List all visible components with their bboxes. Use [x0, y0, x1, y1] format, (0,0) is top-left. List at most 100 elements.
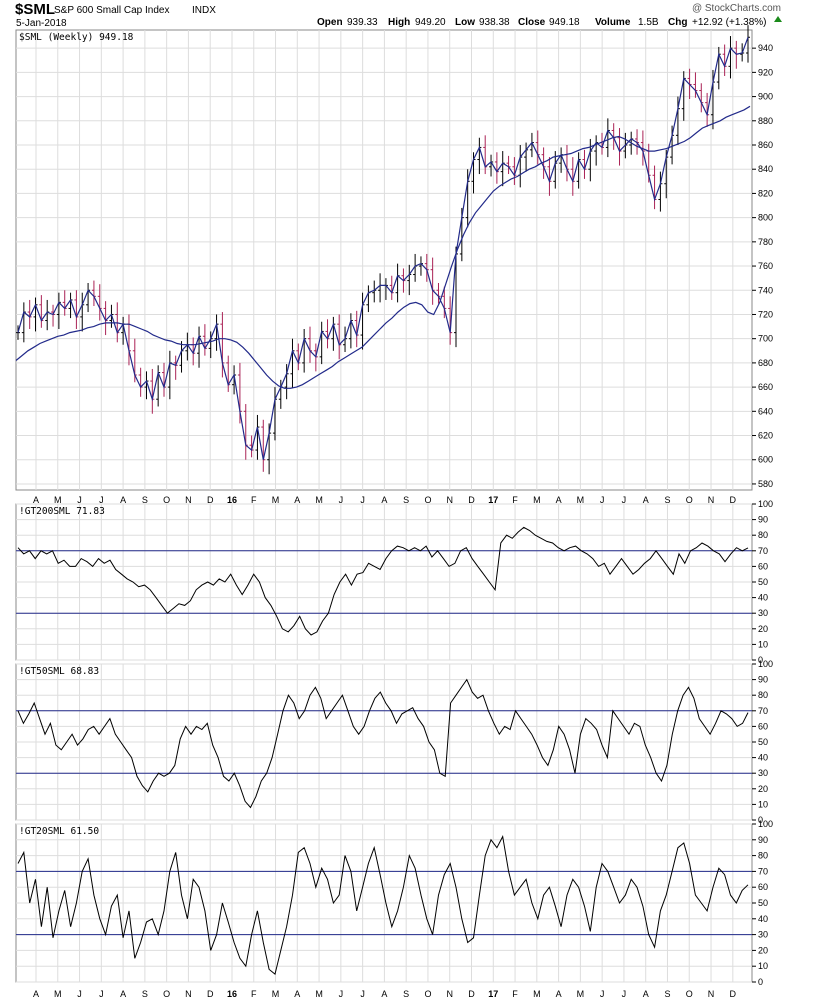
y-tick-label: 800: [758, 213, 773, 223]
x-tick-label: D: [468, 989, 475, 999]
index-name-text: S&P 600 Small Cap Index: [54, 5, 169, 16]
close-label: Close: [518, 17, 546, 28]
y-tick-label: 580: [758, 479, 773, 489]
x-tick-label: N: [446, 989, 453, 999]
y-tick-label: 20: [758, 784, 768, 794]
x-tick-label: M: [54, 989, 62, 999]
x-tick-label: N: [708, 989, 715, 999]
y-tick-label: 780: [758, 237, 773, 247]
x-tick-label: M: [272, 495, 280, 505]
low-label: Low: [455, 17, 475, 28]
indicator-line: [17, 526, 749, 636]
x-tick-label: J: [622, 495, 627, 505]
y-tick-label: 20: [758, 624, 768, 634]
y-tick-label: 80: [758, 851, 768, 861]
y-tick-label: 600: [758, 455, 773, 465]
high-label: High: [388, 17, 410, 28]
y-tick-label: 820: [758, 188, 773, 198]
x-tick-label: S: [664, 495, 670, 505]
y-tick-label: 660: [758, 382, 773, 392]
close-line: [17, 37, 749, 460]
y-tick-label: 10: [758, 961, 768, 971]
x-tick-label: A: [33, 495, 39, 505]
x-tick-label: A: [556, 989, 562, 999]
symbol-text: $SML: [15, 1, 55, 18]
y-tick-label: 90: [758, 835, 768, 845]
x-tick-label: J: [600, 495, 605, 505]
x-tick-label: A: [381, 495, 387, 505]
x-tick-label: S: [664, 989, 670, 999]
y-tick-label: 900: [758, 92, 773, 102]
x-tick-label: J: [99, 989, 104, 999]
x-tick-label: J: [77, 495, 82, 505]
x-tick-label: S: [142, 495, 148, 505]
indicator-line: [17, 835, 749, 975]
chart-panel-1: 0 10 20 30 40 50 60 70 80 90 100 !GT200SML 71.83: [15, 499, 773, 665]
x-tick-label: O: [424, 989, 431, 999]
x-tick-label: F: [512, 495, 518, 505]
x-tick-label: D: [207, 989, 214, 999]
y-tick-label: 740: [758, 285, 773, 295]
up-arrow-icon: [774, 16, 782, 22]
x-tick-label: D: [730, 495, 737, 505]
open-label: Open: [317, 17, 343, 28]
y-tick-label: 0: [758, 977, 763, 987]
x-tick-label: J: [360, 989, 365, 999]
y-tick-label: 840: [758, 164, 773, 174]
volume-label: Volume: [595, 17, 631, 28]
y-tick-label: 30: [758, 608, 768, 618]
y-tick-label: 50: [758, 898, 768, 908]
x-tick-label: N: [708, 495, 715, 505]
y-tick-label: 640: [758, 406, 773, 416]
chart-panel-3: 0 10 20 30 40 50 60 70 80 90 100 !GT20SML 61.50: [15, 819, 773, 987]
x-tick-label: F: [251, 495, 257, 505]
y-tick-label: 60: [758, 882, 768, 892]
close-value: 949.18: [549, 17, 580, 28]
x-tick-label: N: [185, 495, 192, 505]
x-tick-label: M: [315, 495, 323, 505]
y-tick-label: 860: [758, 140, 773, 150]
x-tick-label: M: [577, 989, 585, 999]
y-tick-label: 0: [758, 815, 763, 825]
y-tick-label: 90: [758, 515, 768, 525]
y-tick-label: 70: [758, 706, 768, 716]
date-text: 5-Jan-2018: [16, 18, 67, 29]
x-tick-label: A: [120, 989, 126, 999]
x-tick-label: A: [643, 495, 649, 505]
y-tick-label: 620: [758, 431, 773, 441]
x-tick-label: S: [403, 495, 409, 505]
y-tick-label: 700: [758, 334, 773, 344]
y-tick-label: 0: [758, 655, 763, 665]
y-tick-label: 100: [758, 819, 773, 829]
y-tick-label: 880: [758, 116, 773, 126]
x-tick-label: F: [512, 989, 518, 999]
chart-panels: 5806006206406606807007207407607808008208…: [15, 25, 773, 999]
low-value: 938.38: [479, 17, 510, 28]
x-tick-label: S: [403, 989, 409, 999]
x-tick-label: J: [339, 495, 344, 505]
x-tick-label: J: [99, 495, 104, 505]
x-tick-label: 16: [227, 989, 237, 999]
y-tick-label: 30: [758, 930, 768, 940]
x-tick-label: J: [360, 495, 365, 505]
x-tick-label: N: [446, 495, 453, 505]
y-tick-label: 80: [758, 530, 768, 540]
x-tick-label: A: [120, 495, 126, 505]
x-tick-label: M: [577, 495, 585, 505]
x-tick-label: J: [622, 989, 627, 999]
stockcharts-watermark: @ StockCharts.com: [692, 3, 781, 14]
x-tick-label: A: [556, 495, 562, 505]
y-tick-label: 20: [758, 945, 768, 955]
x-tick-label: J: [77, 989, 82, 999]
y-tick-label: 100: [758, 499, 773, 509]
x-tick-label: O: [163, 989, 170, 999]
x-tick-label: 17: [488, 989, 498, 999]
y-tick-label: 60: [758, 561, 768, 571]
y-tick-label: 70: [758, 546, 768, 556]
x-tick-label: N: [185, 989, 192, 999]
y-tick-label: 760: [758, 261, 773, 271]
x-tick-label: O: [424, 495, 431, 505]
y-tick-label: 90: [758, 675, 768, 685]
moving-average-line: [15, 105, 751, 389]
y-tick-label: 680: [758, 358, 773, 368]
